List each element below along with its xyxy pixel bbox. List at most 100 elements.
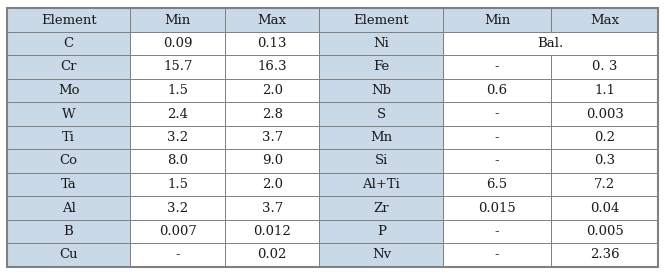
Text: 2.4: 2.4 (167, 108, 188, 120)
Text: 0.13: 0.13 (257, 37, 287, 50)
Text: Ti: Ti (62, 131, 75, 144)
Bar (7, 149, 130, 173)
Text: 0.6: 0.6 (487, 84, 507, 97)
Bar (444, 32, 658, 55)
Text: 3.7: 3.7 (261, 202, 283, 214)
Text: 0.012: 0.012 (253, 225, 291, 238)
Bar (7, 126, 130, 149)
Text: 2.8: 2.8 (262, 108, 283, 120)
Text: Nv: Nv (372, 249, 391, 262)
Text: 2.36: 2.36 (590, 249, 619, 262)
Text: 9.0: 9.0 (261, 155, 283, 167)
Bar (7, 55, 130, 79)
Bar (225, 8, 319, 32)
Text: Cu: Cu (59, 249, 78, 262)
Text: 1.5: 1.5 (167, 178, 188, 191)
Text: Zr: Zr (374, 202, 389, 214)
Bar (551, 243, 658, 267)
Bar (444, 8, 551, 32)
Text: 0.3: 0.3 (594, 155, 615, 167)
Bar (551, 126, 658, 149)
Bar (130, 173, 225, 196)
Text: 0.04: 0.04 (590, 202, 619, 214)
Text: 3.7: 3.7 (261, 131, 283, 144)
Text: 3.2: 3.2 (167, 202, 188, 214)
Bar (7, 173, 130, 196)
Bar (444, 173, 551, 196)
Text: 0.007: 0.007 (159, 225, 197, 238)
Text: C: C (63, 37, 74, 50)
Text: Co: Co (60, 155, 78, 167)
Text: Al+Ti: Al+Ti (362, 178, 400, 191)
Bar (551, 173, 658, 196)
Bar (319, 32, 444, 55)
Text: Max: Max (590, 13, 619, 26)
Bar (444, 55, 551, 79)
Text: Si: Si (375, 155, 388, 167)
Bar (225, 32, 319, 55)
Text: 0.015: 0.015 (478, 202, 516, 214)
Bar (444, 243, 551, 267)
Bar (551, 149, 658, 173)
Text: -: - (495, 225, 499, 238)
Bar (7, 8, 130, 32)
Bar (130, 32, 225, 55)
Text: -: - (495, 155, 499, 167)
Text: W: W (62, 108, 75, 120)
Bar (444, 79, 551, 102)
Text: Nb: Nb (371, 84, 392, 97)
Text: -: - (495, 131, 499, 144)
Bar (444, 102, 551, 126)
Bar (551, 102, 658, 126)
Bar (319, 79, 444, 102)
Text: 8.0: 8.0 (167, 155, 188, 167)
Bar (319, 220, 444, 243)
Bar (7, 79, 130, 102)
Text: Min: Min (484, 13, 510, 26)
Bar (319, 8, 444, 32)
Bar (7, 220, 130, 243)
Bar (444, 196, 551, 220)
Bar (7, 102, 130, 126)
Bar (225, 126, 319, 149)
Bar (551, 220, 658, 243)
Text: -: - (495, 60, 499, 73)
Bar (319, 173, 444, 196)
Text: Al: Al (62, 202, 76, 214)
Text: 7.2: 7.2 (594, 178, 615, 191)
Bar (551, 196, 658, 220)
Bar (130, 79, 225, 102)
Bar (319, 102, 444, 126)
Bar (319, 196, 444, 220)
Text: Mo: Mo (58, 84, 79, 97)
Bar (551, 32, 658, 55)
Text: 0. 3: 0. 3 (592, 60, 617, 73)
Bar (444, 126, 551, 149)
Bar (319, 149, 444, 173)
Bar (7, 243, 130, 267)
Text: 2.0: 2.0 (262, 84, 283, 97)
Bar (551, 79, 658, 102)
Text: 0.02: 0.02 (257, 249, 287, 262)
Text: S: S (377, 108, 386, 120)
Text: Fe: Fe (373, 60, 390, 73)
Text: -: - (176, 249, 180, 262)
Bar (130, 126, 225, 149)
Bar (319, 55, 444, 79)
Text: 0.005: 0.005 (586, 225, 624, 238)
Bar (225, 173, 319, 196)
Bar (225, 149, 319, 173)
Text: -: - (495, 249, 499, 262)
Bar (319, 126, 444, 149)
Bar (225, 102, 319, 126)
Text: 3.2: 3.2 (167, 131, 188, 144)
Text: B: B (64, 225, 73, 238)
Bar (225, 243, 319, 267)
Text: 0.09: 0.09 (163, 37, 192, 50)
Bar (225, 55, 319, 79)
Text: Ta: Ta (61, 178, 76, 191)
Bar (7, 32, 130, 55)
Bar (130, 149, 225, 173)
Text: Ni: Ni (374, 37, 389, 50)
Bar (130, 55, 225, 79)
